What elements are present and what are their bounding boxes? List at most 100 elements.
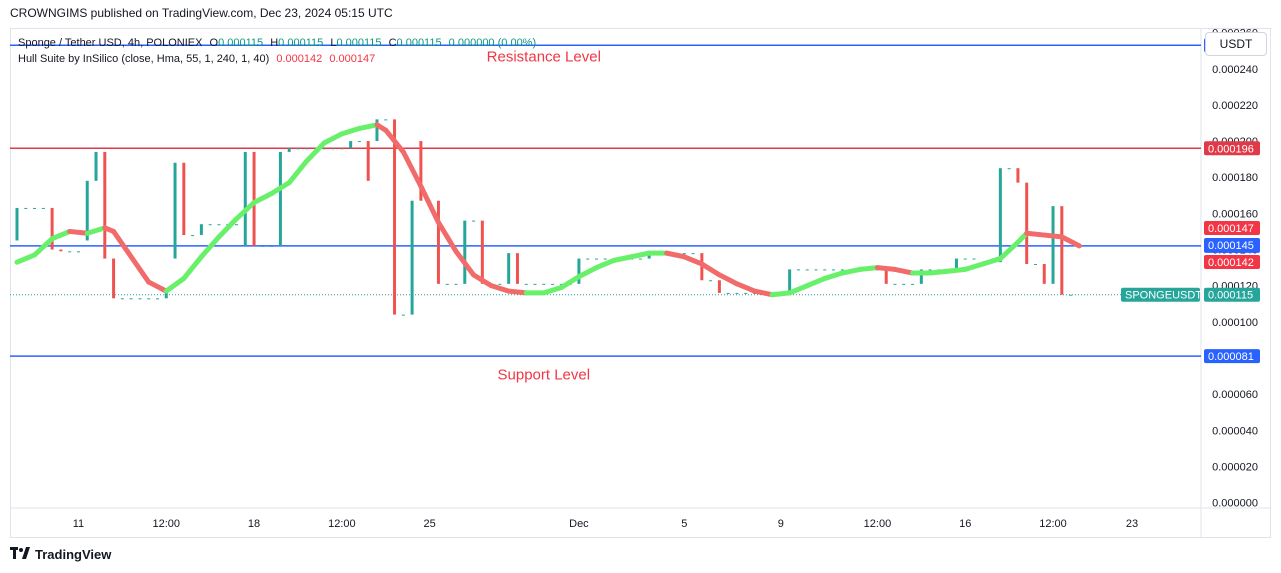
candle[interactable] <box>972 258 976 260</box>
candle[interactable] <box>1051 206 1055 284</box>
candle[interactable] <box>445 283 449 285</box>
candle[interactable] <box>322 148 326 150</box>
candle[interactable] <box>270 245 274 247</box>
candle[interactable] <box>68 251 72 253</box>
candle[interactable] <box>577 258 581 284</box>
candle[interactable] <box>349 141 353 149</box>
candle[interactable] <box>893 283 897 285</box>
candle[interactable] <box>788 269 792 293</box>
candle[interactable] <box>182 162 186 236</box>
candle[interactable] <box>261 245 265 247</box>
candle[interactable] <box>94 151 98 181</box>
candle[interactable] <box>164 289 168 299</box>
candle[interactable] <box>744 292 748 294</box>
candle[interactable] <box>454 283 458 285</box>
candle[interactable] <box>410 200 414 315</box>
symbol-badge[interactable] <box>1121 287 1200 302</box>
candle[interactable] <box>129 298 133 300</box>
candle[interactable] <box>533 283 537 285</box>
candle[interactable] <box>515 253 519 284</box>
candle[interactable] <box>366 141 370 181</box>
candle[interactable] <box>998 168 1002 263</box>
candle[interactable] <box>59 249 63 252</box>
candle[interactable] <box>147 298 151 300</box>
tradingview-logo[interactable]: TradingView <box>10 547 111 562</box>
candle[interactable] <box>1060 206 1064 295</box>
candle[interactable] <box>235 224 238 226</box>
candle[interactable] <box>199 224 203 236</box>
candle[interactable] <box>726 292 730 294</box>
candle[interactable] <box>243 151 247 246</box>
candle[interactable] <box>709 280 713 282</box>
candle[interactable] <box>919 269 923 284</box>
candle[interactable] <box>436 200 440 284</box>
indicator-price-badge[interactable] <box>1204 238 1260 252</box>
candle[interactable] <box>217 224 221 226</box>
candle[interactable] <box>1025 182 1029 264</box>
candle[interactable] <box>85 180 89 241</box>
candle[interactable] <box>296 148 300 150</box>
candle[interactable] <box>902 283 906 285</box>
candle[interactable] <box>50 207 54 250</box>
candle[interactable] <box>305 148 309 150</box>
candle[interactable] <box>419 141 423 201</box>
candle[interactable] <box>340 148 344 150</box>
candle[interactable] <box>1069 294 1073 296</box>
indicator-price-badge[interactable] <box>1204 221 1260 235</box>
candle[interactable] <box>647 253 651 259</box>
candle[interactable] <box>278 151 282 246</box>
candle[interactable] <box>76 251 80 253</box>
candle[interactable] <box>832 269 836 271</box>
legend-symbol[interactable]: Sponge / Tether USD, 4h, POLONIEX <box>18 37 203 49</box>
candle[interactable] <box>191 235 195 237</box>
candle[interactable] <box>112 258 116 299</box>
candle[interactable] <box>15 207 19 241</box>
candle[interactable] <box>331 148 335 150</box>
candle[interactable] <box>208 224 212 226</box>
candle[interactable] <box>796 269 800 271</box>
candle[interactable] <box>463 220 467 284</box>
candle[interactable] <box>805 269 809 271</box>
candle[interactable] <box>559 283 563 285</box>
candle[interactable] <box>384 119 388 121</box>
candle[interactable] <box>814 269 818 271</box>
candle[interactable] <box>911 283 915 285</box>
candle[interactable] <box>1007 168 1011 170</box>
candle[interactable] <box>357 141 361 143</box>
candle[interactable] <box>1016 168 1020 183</box>
legend-indicator[interactable]: Hull Suite by InSilico (close, Hma, 55, … <box>18 53 270 65</box>
level-price-badge[interactable] <box>1204 349 1260 364</box>
candle[interactable] <box>393 119 397 315</box>
candle[interactable] <box>594 258 598 260</box>
candle[interactable] <box>401 314 405 316</box>
candle[interactable] <box>1033 263 1037 265</box>
candle[interactable] <box>173 162 177 259</box>
candle[interactable] <box>884 269 888 284</box>
candle[interactable] <box>691 253 695 255</box>
candle[interactable] <box>735 292 739 294</box>
indicator-price-badge[interactable] <box>1204 255 1260 269</box>
candle[interactable] <box>551 283 555 285</box>
candle[interactable] <box>120 298 124 300</box>
candle[interactable] <box>603 258 607 260</box>
candle[interactable] <box>963 258 967 260</box>
candle[interactable] <box>928 269 932 271</box>
candle[interactable] <box>155 298 159 300</box>
currency-button[interactable]: USDT <box>1205 32 1267 56</box>
candle[interactable] <box>542 283 546 285</box>
current-price-badge[interactable] <box>1204 287 1260 302</box>
candle[interactable] <box>1042 263 1046 284</box>
candle[interactable] <box>823 269 827 271</box>
level-price-badge[interactable] <box>1204 141 1260 156</box>
candle[interactable] <box>138 298 142 300</box>
candle[interactable] <box>498 283 502 285</box>
candle[interactable] <box>586 258 590 260</box>
candle[interactable] <box>103 151 107 259</box>
candle[interactable] <box>638 258 642 260</box>
candle[interactable] <box>472 220 476 222</box>
candle[interactable] <box>24 207 28 209</box>
candle[interactable] <box>717 280 721 293</box>
candle[interactable] <box>375 119 379 142</box>
candle[interactable] <box>507 253 511 284</box>
